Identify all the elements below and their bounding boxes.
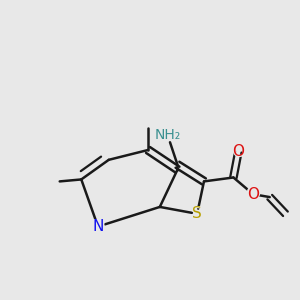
- Text: O: O: [247, 187, 259, 202]
- Text: NH₂: NH₂: [150, 126, 185, 144]
- Text: O: O: [232, 145, 244, 160]
- Text: O: O: [231, 143, 246, 161]
- Text: O: O: [245, 185, 261, 203]
- Text: N: N: [91, 218, 106, 236]
- Text: S: S: [190, 205, 204, 223]
- Text: N: N: [92, 219, 104, 234]
- Text: S: S: [192, 206, 202, 221]
- Text: NH₂: NH₂: [154, 128, 181, 142]
